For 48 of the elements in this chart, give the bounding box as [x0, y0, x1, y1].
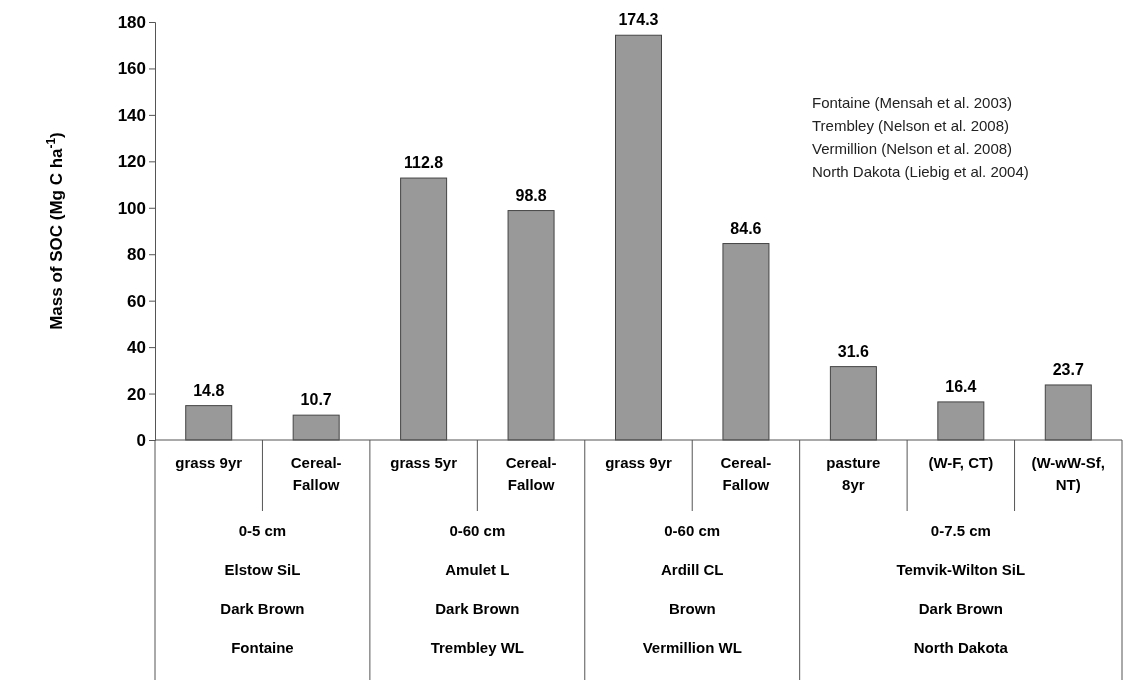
text: Amulet L [445, 561, 510, 578]
text: 0-60 cm [449, 522, 506, 539]
annotation: Trembley (Nelson et al. 2008) [812, 117, 1010, 134]
annotation: Fontaine (Mensah et al. 2003) [812, 94, 1013, 111]
annotation: North Dakota (Liebig et al. 2004) [812, 163, 1029, 180]
data-label: 98.8 [515, 186, 547, 204]
data-label: 14.8 [193, 381, 225, 399]
x-tick-label: (W-wW-Sf, NT) [1031, 454, 1106, 493]
text: Vermillion WL [642, 639, 742, 656]
text: 0-7.5 cm [930, 522, 991, 539]
text: Dark Brown [220, 600, 305, 617]
data-label: 174.3 [618, 11, 659, 29]
x-tick-label: (W-F, CT) [928, 454, 994, 471]
data-label: 16.4 [945, 377, 977, 395]
data-label: 84.6 [730, 219, 762, 237]
text: 0-60 cm [664, 522, 721, 539]
x-tick-label: grass 9yr [175, 454, 243, 471]
y-tick-label: 180 [117, 12, 146, 32]
x-tick-label: pasture 8yr [826, 454, 881, 493]
x-tick-label: Cereal-Fallow [505, 454, 557, 493]
x-tick-label: grass 5yr [390, 454, 458, 471]
y-tick-label: 20 [127, 384, 146, 404]
data-label: 112.8 [404, 154, 444, 172]
annotation: Vermillion (Nelson et al. 2008) [812, 140, 1013, 157]
data-label: 31.6 [837, 342, 870, 360]
text: Dark Brown [435, 600, 520, 617]
y-tick-label: 40 [127, 338, 146, 358]
y-tick-label: 80 [127, 245, 146, 265]
text: Fontaine [231, 639, 294, 656]
data-label: 23.7 [1052, 360, 1084, 378]
text: North Dakota [913, 639, 1009, 656]
text: Dark Brown [918, 600, 1003, 617]
text: Brown [668, 600, 716, 617]
y-tick-label: 120 [117, 152, 146, 172]
x-tick-label: grass 9yr [605, 454, 673, 471]
y-tick-label: 60 [127, 291, 146, 311]
text: Trembley WL [430, 639, 525, 656]
y-tick-label: 100 [117, 198, 146, 218]
text: Elstow SiL [224, 561, 301, 578]
x-tick-label: Cereal-Fallow [290, 454, 342, 493]
data-label: 10.7 [300, 391, 332, 409]
x-tick-label: Cereal-Fallow [720, 454, 772, 493]
text: Ardill CL [660, 561, 724, 578]
y-tick-label: 0 [136, 430, 146, 450]
text: 0-5 cm [238, 522, 287, 539]
y-tick-label: 140 [117, 105, 146, 125]
text: Temvik-Wilton SiL [896, 561, 1026, 578]
y-tick-label: 160 [117, 59, 146, 79]
